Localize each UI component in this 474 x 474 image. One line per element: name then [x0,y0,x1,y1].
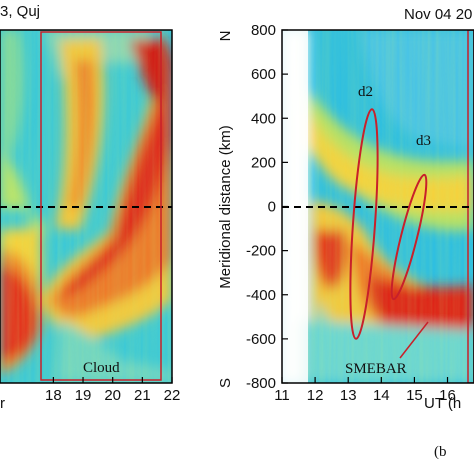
d3-ellipse [390,173,428,301]
d2-ellipse [349,108,379,340]
right-x-tick-label: 12 [307,387,324,404]
d2-label: d2 [358,84,373,100]
right-y-tick-label: 800 [251,22,276,39]
left-title: 3, Quj [0,3,40,20]
right-y-tick-label: 200 [251,154,276,171]
right-y-tick-label: 600 [251,66,276,83]
right-x-tick-label: 15 [406,387,423,404]
cloud-label: Cloud [83,360,120,376]
right-y-tick-label: -600 [246,331,276,348]
left-x-axis-label: r [0,395,5,412]
right-y-axis: 800 600 400 200 0 -200 -400 -600 -800 [246,22,288,392]
right-y-tick-label: -800 [246,375,276,392]
right-panel: d2 d3 SMEBAR Nov 04 20 800 600 400 200 0 -200… [217,6,474,412]
south-label: S [217,378,234,388]
left-x-tick-label: 22 [164,387,181,404]
cloud-box [40,31,162,381]
right-x-axis-label: UT (h [424,395,461,412]
d3-label: d3 [416,133,431,149]
left-x-tick-label: 18 [45,387,62,404]
left-x-tick-label: 19 [75,387,92,404]
right-x-tick-label: 13 [340,387,357,404]
right-y-tick-label: -200 [246,243,276,260]
left-panel: Cloud 3, Quj 18 19 20 21 22 r [0,3,180,412]
right-title: Nov 04 20 [404,6,472,23]
right-y-tick-label: 400 [251,110,276,127]
right-x-tick-label: 11 [274,387,290,404]
north-label: N [217,31,234,42]
left-x-tick-label: 20 [104,387,121,404]
right-y-axis-label: Meridional distance (km) [217,125,234,288]
right-x-tick-label: 14 [373,387,390,404]
left-heatmap [0,30,172,383]
left-x-axis: 18 19 20 21 22 [45,377,180,404]
left-x-tick-label: 21 [134,387,151,404]
right-y-tick-label: 0 [268,199,276,216]
right-y-tick-label: -400 [246,287,276,304]
right-x-axis: 11 12 13 14 15 16 [274,377,456,404]
smebar-pointer [399,321,429,359]
panel-label: (b [434,444,447,460]
right-x-tick-label: 16 [439,387,456,404]
smebar-label: SMEBAR [345,361,407,377]
